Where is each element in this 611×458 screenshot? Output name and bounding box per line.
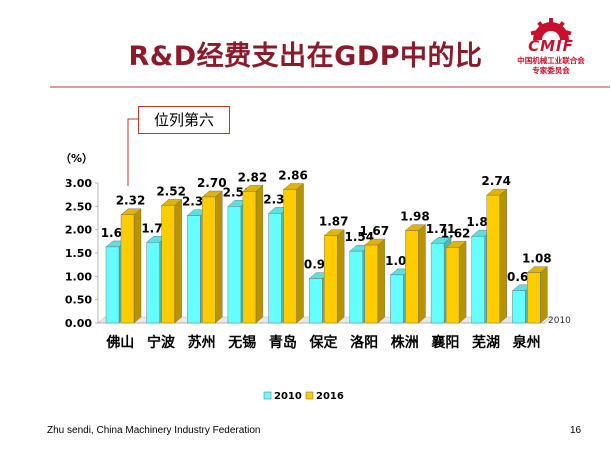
bar-2016 bbox=[405, 230, 419, 324]
data-label-2016: 2.70 bbox=[197, 176, 227, 190]
legend-swatch-2016 bbox=[305, 391, 314, 400]
logo-brand: CMIF bbox=[528, 37, 574, 55]
data-label-2016: 1.87 bbox=[319, 215, 349, 229]
y-axis-label: （%） bbox=[60, 152, 93, 165]
bar-2010 bbox=[146, 242, 160, 324]
category-label: 苏州 bbox=[188, 334, 216, 351]
bar-2010 bbox=[349, 250, 364, 324]
gear-icon bbox=[530, 18, 572, 40]
footer-credit: Zhu sendi, China Machinery Industry Fede… bbox=[47, 425, 261, 436]
bar-side-2016 bbox=[418, 224, 426, 324]
bar-side-2016 bbox=[458, 240, 467, 324]
bar-2016 bbox=[527, 272, 541, 324]
bar-2016 bbox=[161, 205, 175, 324]
category-label: 青岛 bbox=[269, 334, 297, 351]
data-label-2016: 2.82 bbox=[238, 170, 268, 184]
y-tick-label: 2.00 bbox=[65, 224, 92, 237]
bar-2016 bbox=[323, 235, 338, 324]
y-tick-label: 1.50 bbox=[65, 247, 92, 260]
category-label: 宁波 bbox=[147, 334, 176, 351]
data-label-2016: 1.98 bbox=[400, 210, 430, 224]
y-tick-label: 2.50 bbox=[65, 200, 92, 213]
bar-side-2016 bbox=[174, 198, 182, 324]
title-divider bbox=[50, 86, 610, 88]
data-label-2016: 2.74 bbox=[481, 174, 511, 188]
bar-2016 bbox=[486, 194, 500, 324]
bar-2010 bbox=[390, 274, 404, 324]
y-tick-label: 0.00 bbox=[65, 317, 92, 330]
category-label: 芜湖 bbox=[472, 334, 500, 351]
bar-2016 bbox=[364, 244, 379, 324]
cmif-logo: CMIF 中国机械工业联合会 专家委员会 bbox=[507, 18, 595, 78]
legend-label-2016: 2016 bbox=[316, 391, 344, 402]
bar-2010 bbox=[430, 242, 445, 324]
bar-2010 bbox=[105, 246, 120, 324]
data-label-2016: 1.62 bbox=[441, 226, 471, 240]
bar-side-2016 bbox=[296, 183, 304, 324]
data-label-2010: 1.54 bbox=[345, 230, 375, 244]
bar-side-2016 bbox=[540, 266, 548, 324]
y-tick-label: 0.50 bbox=[65, 294, 92, 307]
bar-2010 bbox=[471, 235, 485, 324]
bar-2010 bbox=[187, 215, 201, 324]
legend-label-2010: 2010 bbox=[274, 391, 302, 402]
logo-org-line1: 中国机械工业联合会 bbox=[517, 56, 585, 65]
data-label-2016: 1.08 bbox=[522, 252, 552, 266]
category-label: 株洲 bbox=[391, 334, 419, 351]
data-label-2016: 1.67 bbox=[360, 224, 390, 238]
bar-side-2016 bbox=[377, 238, 386, 324]
bar-2016 bbox=[445, 247, 460, 324]
data-label-2016: 2.52 bbox=[156, 184, 186, 198]
data-label-2016: 2.86 bbox=[278, 169, 308, 183]
bar-side-2016 bbox=[133, 208, 142, 324]
callout-box: 位列第六 bbox=[138, 106, 230, 134]
category-label: 无锡 bbox=[227, 334, 256, 351]
logo-org-line2: 专家委员会 bbox=[532, 66, 570, 75]
y-tick-label: 1.00 bbox=[65, 270, 92, 283]
slide-title: R&D经费支出在GDP中的比 bbox=[128, 41, 483, 72]
page-number: 16 bbox=[570, 425, 582, 436]
category-label: 保定 bbox=[309, 334, 338, 351]
bar-2016 bbox=[283, 189, 297, 324]
data-label-2016: 2.32 bbox=[116, 194, 146, 208]
bar-side-2016 bbox=[255, 184, 264, 324]
bar-2010 bbox=[268, 213, 282, 324]
bar-2010 bbox=[512, 290, 526, 324]
legend-swatch-2010 bbox=[263, 391, 272, 400]
bar-side-2016 bbox=[215, 190, 223, 324]
bar-side-2016 bbox=[499, 188, 507, 324]
y-tick-label: 3.00 bbox=[65, 177, 92, 190]
category-label: 佛山 bbox=[105, 334, 134, 351]
category-label: 洛阳 bbox=[350, 334, 378, 351]
bar-2010 bbox=[308, 278, 323, 324]
axis-note: 2010 bbox=[548, 316, 571, 326]
data-label-2010: 1.71 bbox=[426, 222, 456, 236]
category-label: 泉州 bbox=[513, 334, 541, 351]
callout-leader bbox=[127, 118, 138, 186]
category-label: 襄阳 bbox=[430, 334, 459, 351]
bar-2016 bbox=[202, 196, 216, 324]
bar-2010 bbox=[227, 206, 242, 324]
bar-2016 bbox=[120, 214, 135, 324]
bar-2016 bbox=[242, 191, 257, 324]
bar-side-2016 bbox=[336, 229, 345, 324]
